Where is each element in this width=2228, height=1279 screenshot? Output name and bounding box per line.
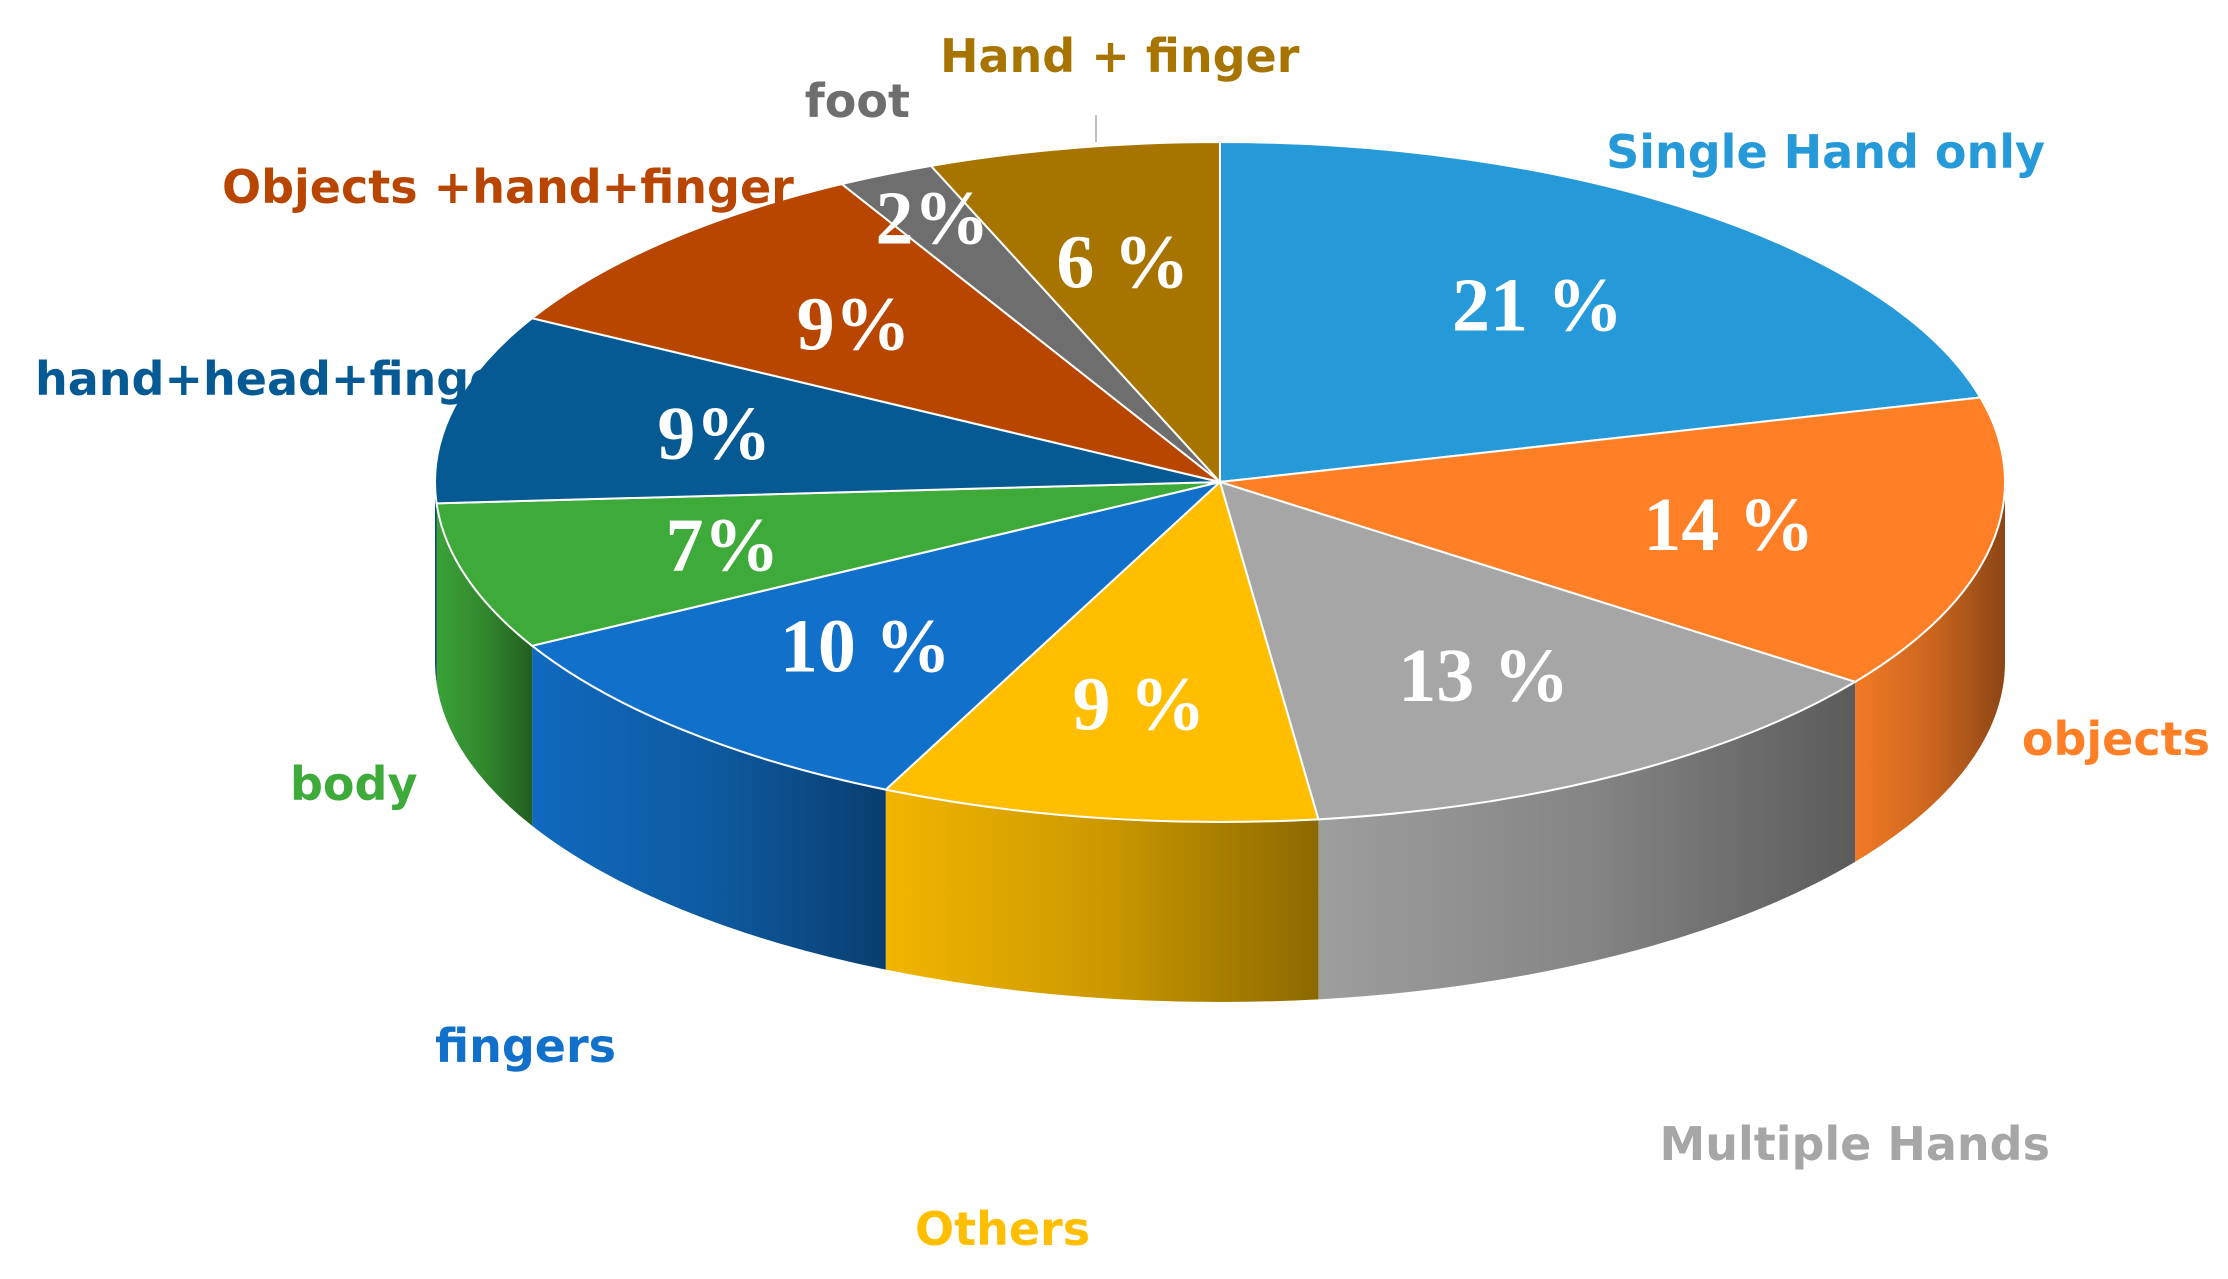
pie-slice-multiple-hands [1218,480,1858,821]
value-label-foot: 2% [876,176,990,260]
category-label-single-hand-only: Single Hand only [1606,125,2045,179]
value-label-objects: 14 % [1643,483,1814,567]
pie-slice-single-hand-only [1219,140,1982,484]
pie-slice-hand-head-finger [434,317,1221,505]
pie-side-walls [435,482,2005,1002]
pie-slice-body [435,481,1221,647]
pie-side-fingers [532,645,886,970]
category-label-body: body [290,757,417,811]
pie-side-objects [1855,482,2005,862]
value-label-hand-finger: 6 % [1056,221,1189,305]
pie-side-hand-head-finger [435,482,437,684]
pie-slice-others [883,480,1320,823]
value-label-multiple-hands: 13 % [1398,634,1569,718]
value-label-fingers: 10 % [780,605,951,689]
value-label-single-hand-only: 21 % [1452,264,1623,348]
category-label-multiple-hands: Multiple Hands [1659,1117,2050,1171]
value-label-hand-head-finger: 9% [657,392,771,476]
value-label-others: 9 % [1072,663,1205,747]
category-label-objects: objects [2022,712,2210,766]
category-label-foot: foot [805,74,910,128]
value-label-body: 7% [665,504,779,588]
pie-slice-fingers [529,480,1224,791]
category-label-others: Others [915,1202,1090,1256]
category-labels: Single Hand only objects Multiple Hands Oth… [35,29,2210,1256]
pie-slice-objects-hand-finger [529,182,1221,483]
pie-side-others [885,789,1319,1002]
category-label-hand-head-finger: hand+head+finger [35,352,523,406]
pie-top-slices [434,140,2006,823]
category-label-objects-hand-finger: Objects +hand+finger [222,160,794,214]
pie-side-multiple-hands [1318,681,1856,1000]
pie-side-body [436,503,533,826]
value-labels: 21 % 14 % 13 % 9 % 10 %7% 9% 9% 2% 6 % [657,176,1814,746]
pie-slice-hand-finger [929,140,1221,485]
category-label-hand-finger: Hand + finger [940,29,1300,83]
value-label-objects-hand-finger: 9% [797,282,911,366]
pie-slice-objects [1219,396,2006,683]
category-label-fingers: fingers [435,1019,616,1073]
